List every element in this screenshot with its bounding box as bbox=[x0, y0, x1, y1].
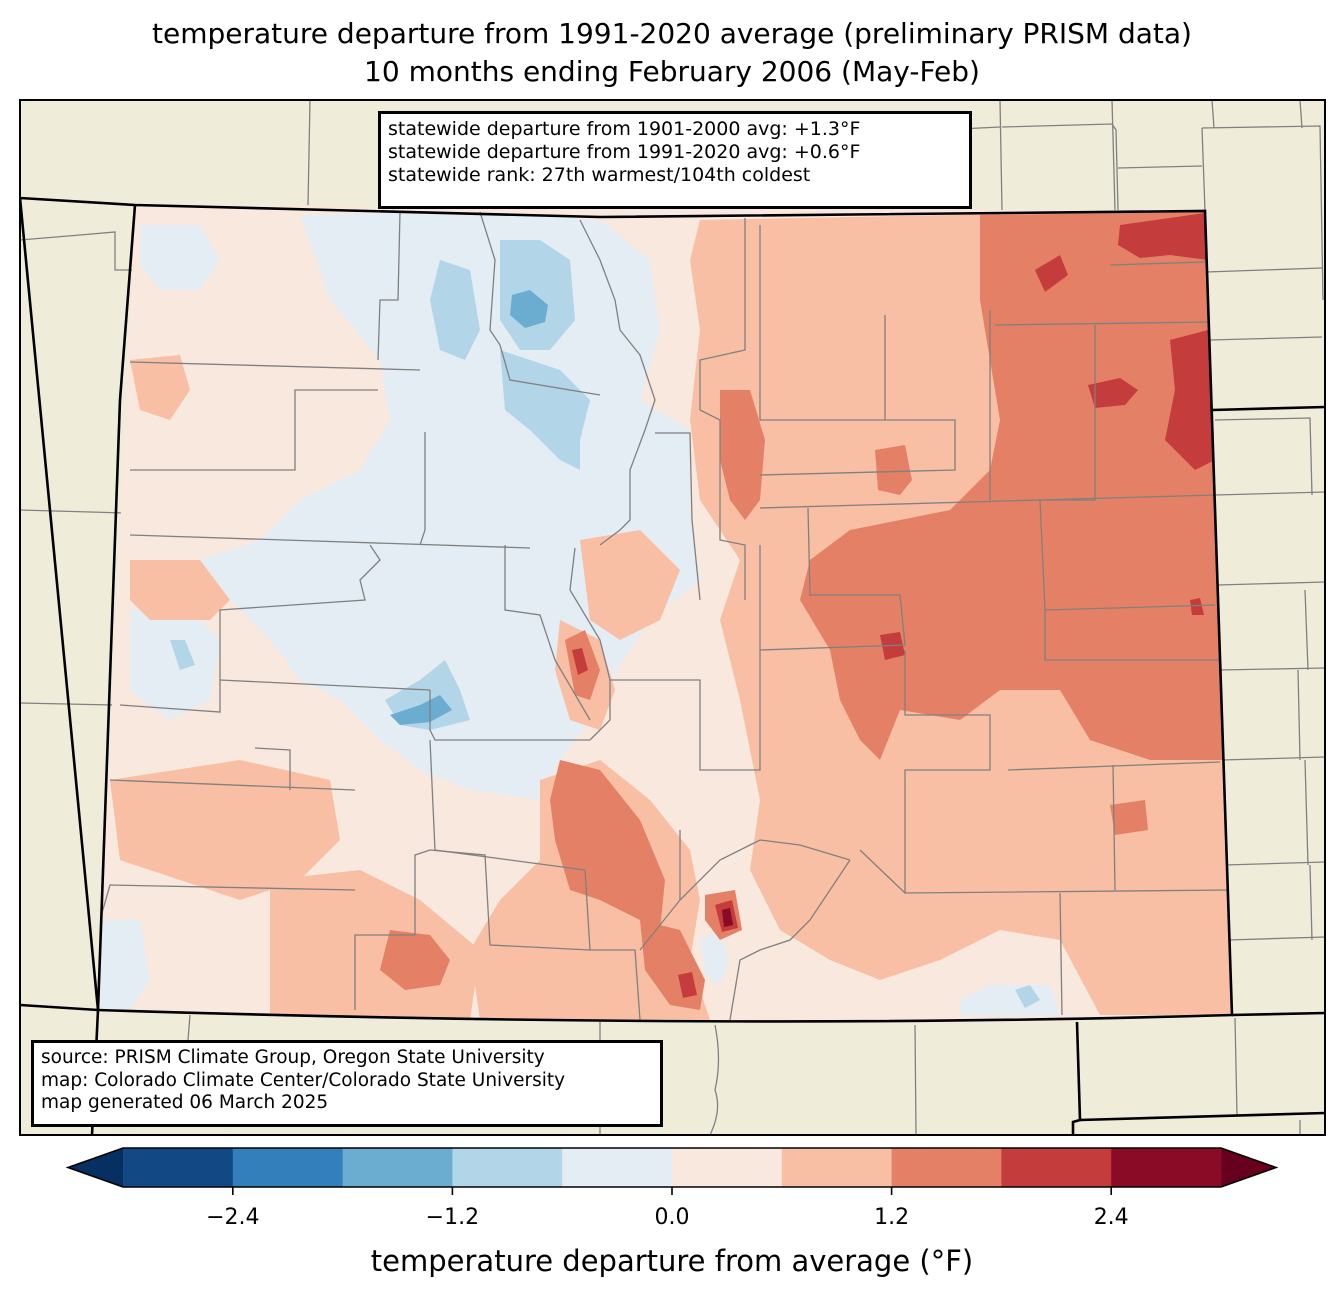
field-bin-1.8-2.4 bbox=[1118, 213, 1208, 260]
field-bin-neg0.6-0 bbox=[700, 930, 730, 985]
colorbar-bin bbox=[672, 1148, 783, 1187]
stats-departure-1991-2020: statewide departure from 1991-2020 avg: … bbox=[388, 141, 861, 163]
field-bin-neg1.8-neg1.2 bbox=[390, 695, 452, 725]
temperature-field bbox=[98, 205, 1232, 1022]
colorbar-bin bbox=[123, 1148, 234, 1187]
field-bin-neg1.2-neg0.6 bbox=[500, 350, 590, 470]
colorbar-bin bbox=[781, 1148, 893, 1187]
field-bin-1.2-1.8 bbox=[875, 445, 912, 495]
colorbar-tick-label: −2.4 bbox=[206, 1205, 260, 1230]
colorbar-bin bbox=[452, 1148, 563, 1187]
field-bin-1.8-2.4 bbox=[678, 972, 697, 998]
field-bin-1.2-1.8 bbox=[380, 930, 450, 990]
field-bin-neg0.6-0 bbox=[100, 920, 150, 1010]
field-bin-1.8-2.4 bbox=[572, 648, 588, 675]
field-bin-0.6-1.2 bbox=[130, 355, 190, 420]
source-line: source: PRISM Climate Group, Oregon Stat… bbox=[41, 1047, 545, 1068]
field-bin-neg0.6-0 bbox=[140, 225, 220, 290]
colorbar-tick-label: 2.4 bbox=[1093, 1205, 1129, 1230]
colorbar-tick-label: 0.0 bbox=[654, 1205, 690, 1230]
stats-rank: statewide rank: 27th warmest/104th colde… bbox=[388, 164, 811, 186]
colorbar-bin bbox=[342, 1148, 453, 1187]
map-subtitle: 10 months ending February 2006 (May-Feb) bbox=[364, 55, 980, 88]
colorbar-tick-label: 1.2 bbox=[874, 1205, 910, 1230]
field-bin-neg1.2-neg0.6 bbox=[500, 240, 575, 350]
field-bin-1.8-2.4 bbox=[1190, 598, 1204, 615]
colorbar-bin bbox=[1111, 1148, 1222, 1187]
field-bin-1.2-1.8 bbox=[1110, 800, 1148, 835]
field-bin-0.6-1.2 bbox=[130, 560, 230, 620]
field-bin-neg1.2-neg0.6 bbox=[170, 640, 195, 670]
colorbar-tick-label: −1.2 bbox=[425, 1205, 480, 1230]
colorbar-bin bbox=[891, 1148, 1002, 1187]
field-bin-1.2-1.8 bbox=[550, 760, 665, 930]
field-bin-neg1.2-neg0.6 bbox=[1015, 985, 1040, 1008]
field-bin-0.6-1.2 bbox=[110, 760, 340, 900]
field-bin-1.2-1.8 bbox=[800, 212, 1230, 760]
generated-date-line: map generated 06 March 2025 bbox=[41, 1092, 329, 1113]
field-bin-1.8-2.4 bbox=[1035, 255, 1068, 292]
field-bin-1.8-2.4 bbox=[1088, 378, 1138, 408]
map-frame bbox=[19, 99, 1326, 1136]
field-bin-1.8-2.4 bbox=[1165, 330, 1215, 470]
source-box: source: PRISM Climate Group, Oregon Stat… bbox=[31, 1040, 663, 1127]
field-bin-neg1.2-neg0.6 bbox=[430, 260, 480, 360]
colorbar-extend-over bbox=[1221, 1148, 1276, 1187]
colorbar-outline bbox=[65, 1147, 1279, 1188]
colorbar-bin bbox=[562, 1148, 673, 1187]
field-bin-neg0.6-0 bbox=[130, 610, 220, 720]
colorado-county-lines bbox=[99, 211, 1231, 1021]
statewide-stats-box: statewide departure from 1901-2000 avg: … bbox=[378, 111, 972, 209]
map-title: temperature departure from 1991-2020 ave… bbox=[152, 17, 1192, 50]
map-credit-line: map: Colorado Climate Center/Colorado St… bbox=[41, 1069, 566, 1091]
colorbar-label: temperature departure from average (°F) bbox=[370, 1244, 974, 1278]
field-bin-1.2-1.8 bbox=[720, 390, 765, 520]
stats-departure-1901-2000: statewide departure from 1901-2000 avg: … bbox=[388, 118, 861, 140]
field-bin-0.6-1.2 bbox=[580, 530, 680, 640]
field-bin-2.4-3.0 bbox=[722, 908, 733, 927]
colorbar-extend-under bbox=[68, 1148, 123, 1187]
colorbar-bin bbox=[232, 1148, 344, 1187]
colorbar bbox=[65, 1147, 1279, 1195]
field-bin-neg1.8-neg1.2 bbox=[510, 290, 548, 328]
colorbar-bin bbox=[1001, 1148, 1112, 1187]
